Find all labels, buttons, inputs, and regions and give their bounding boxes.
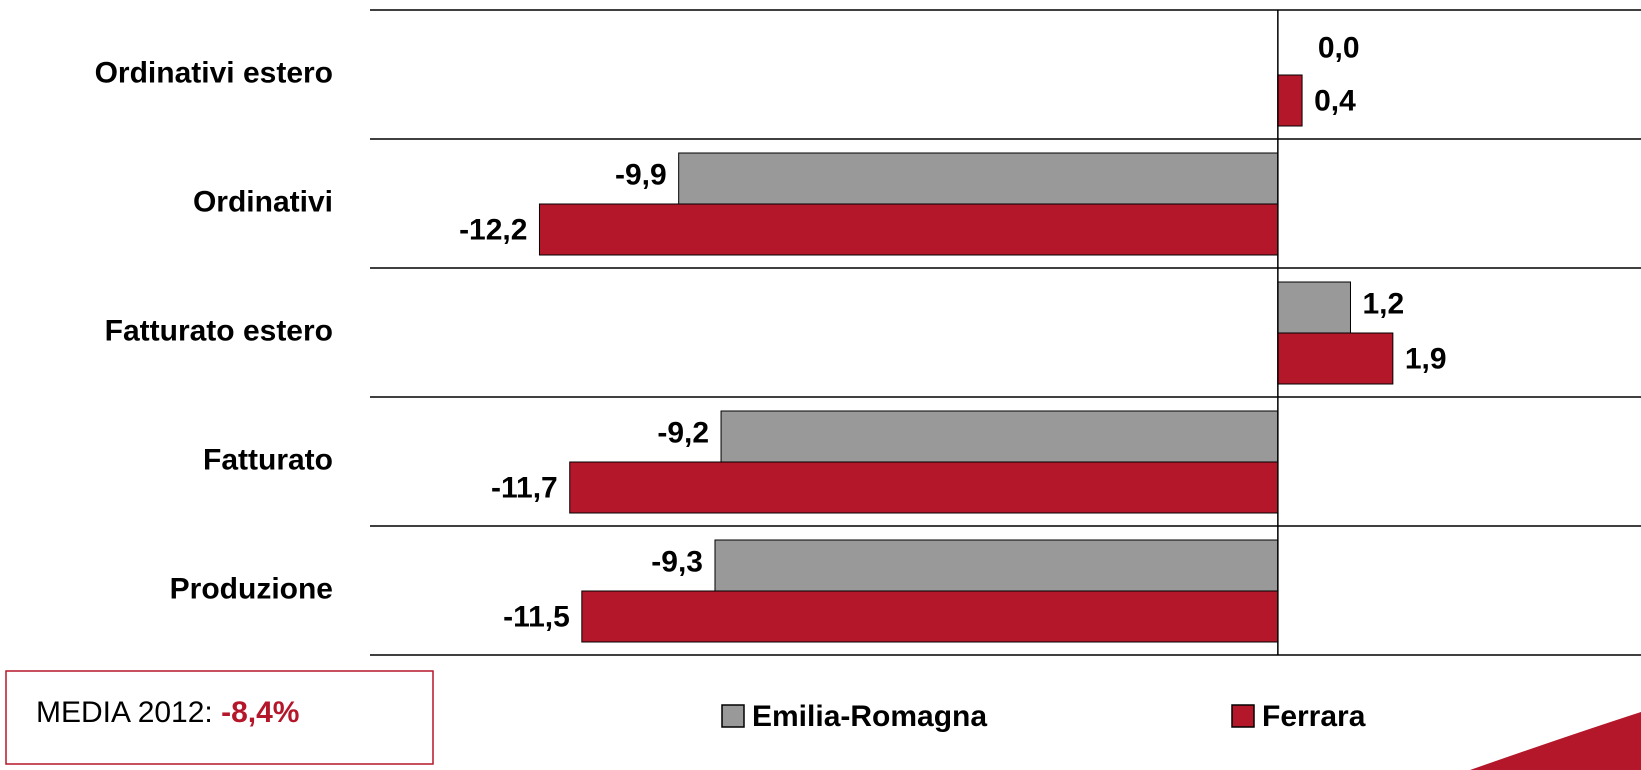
value-label: -11,5	[503, 600, 570, 633]
bar	[1277, 281, 1351, 334]
bar	[581, 590, 1279, 643]
bar	[1277, 332, 1394, 385]
bar	[538, 203, 1279, 256]
bar	[1277, 74, 1303, 127]
bar	[714, 539, 1279, 592]
annotation-box	[5, 670, 434, 765]
legend-label: Ferrara	[1262, 700, 1366, 733]
annotation-value: -8,4%	[221, 696, 299, 729]
bar	[569, 461, 1279, 514]
value-label: 0,0	[1318, 31, 1360, 64]
category-label: Produzione	[170, 572, 333, 605]
annotation-text: MEDIA 2012: -8,4%	[36, 696, 299, 729]
value-label: -9,3	[651, 545, 703, 578]
legend-swatch	[721, 704, 745, 728]
category-label: Fatturato estero	[105, 314, 333, 347]
category-label: Fatturato	[203, 443, 333, 476]
bar	[678, 152, 1279, 205]
decoration-swoosh	[1470, 712, 1641, 770]
value-label: 1,2	[1362, 287, 1404, 320]
category-label: Ordinativi estero	[95, 56, 333, 89]
value-label: 1,9	[1405, 342, 1447, 375]
value-label: -11,7	[491, 471, 558, 504]
legend-swatch	[1231, 704, 1255, 728]
legend-label: Emilia-Romagna	[752, 700, 987, 733]
value-label: -9,2	[657, 416, 709, 449]
value-label: 0,4	[1314, 84, 1356, 117]
value-label: -12,2	[459, 213, 527, 246]
category-label: Ordinativi	[193, 185, 333, 218]
value-label: -9,9	[615, 158, 667, 191]
annotation-label: MEDIA 2012:	[36, 696, 213, 729]
bar	[720, 410, 1279, 463]
